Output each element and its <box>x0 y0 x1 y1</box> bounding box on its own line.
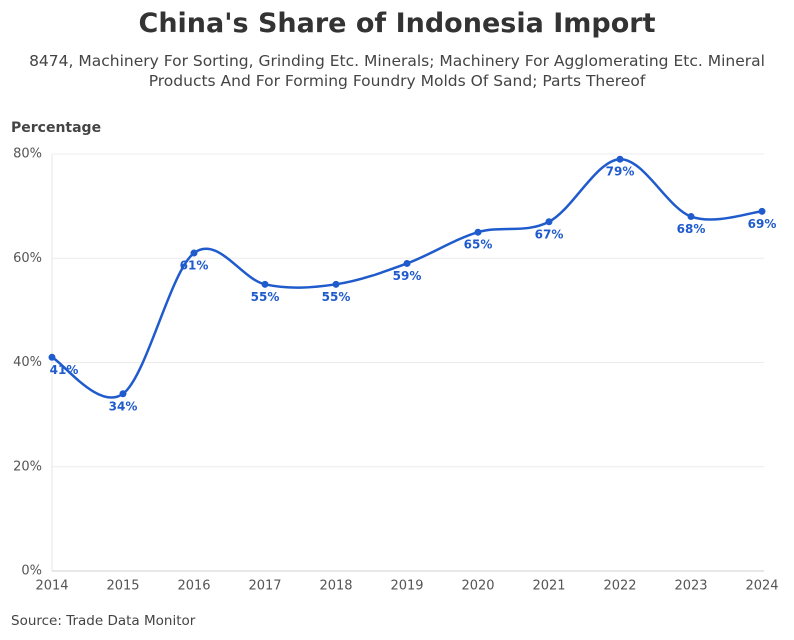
x-tick-label: 2015 <box>106 579 139 594</box>
chart-title: China's Share of Indonesia Import <box>138 8 656 39</box>
source: Source: Trade Data Monitor <box>11 613 196 629</box>
point <box>190 249 198 257</box>
y-axis-label: Percentage <box>11 120 101 136</box>
y-tick-label: 40% <box>13 355 42 370</box>
value-label: 41% <box>50 363 79 377</box>
value-label: 61% <box>180 259 209 273</box>
point <box>616 155 624 163</box>
point <box>474 228 482 236</box>
point <box>261 280 269 288</box>
y-tick-label: 20% <box>13 459 42 474</box>
value-label: 67% <box>535 227 564 241</box>
value-label: 68% <box>677 222 706 236</box>
point <box>403 259 411 267</box>
value-label: 59% <box>393 269 422 283</box>
value-label: 79% <box>606 165 635 179</box>
x-tick-label: 2020 <box>461 579 494 594</box>
value-label: 69% <box>748 217 777 231</box>
x-tick-label: 2014 <box>35 579 68 594</box>
point <box>545 218 553 226</box>
point <box>687 213 695 221</box>
x-tick-label: 2018 <box>319 579 352 594</box>
value-label: 65% <box>464 238 493 252</box>
x-tick-label: 2023 <box>674 579 707 594</box>
y-tick-label: 0% <box>21 564 42 579</box>
x-tick-label: 2019 <box>390 579 423 594</box>
point <box>119 390 127 398</box>
y-tick-label: 60% <box>13 251 42 266</box>
value-label: 34% <box>109 399 138 413</box>
value-label: 55% <box>322 290 351 304</box>
x-tick-label: 2017 <box>248 579 281 594</box>
x-tick-label: 2022 <box>603 579 636 594</box>
chart-subtitle: 8474, Machinery For Sorting, Grinding Et… <box>29 52 765 90</box>
point <box>758 207 766 215</box>
x-tick-label: 2016 <box>177 579 210 594</box>
point <box>48 353 56 361</box>
x-tick-label: 2024 <box>745 579 778 594</box>
line <box>51 157 763 399</box>
point <box>332 280 340 288</box>
y-tick-label: 80% <box>13 147 42 162</box>
x-tick-label: 2021 <box>532 579 565 594</box>
value-label: 55% <box>251 290 280 304</box>
